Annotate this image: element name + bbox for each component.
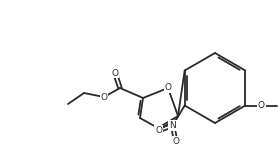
Text: O: O [258, 101, 265, 110]
Text: N: N [169, 121, 176, 130]
Text: O: O [111, 69, 118, 77]
Text: O: O [155, 126, 162, 135]
Text: O: O [101, 93, 108, 101]
Text: O: O [172, 137, 179, 146]
Text: O: O [165, 83, 172, 93]
